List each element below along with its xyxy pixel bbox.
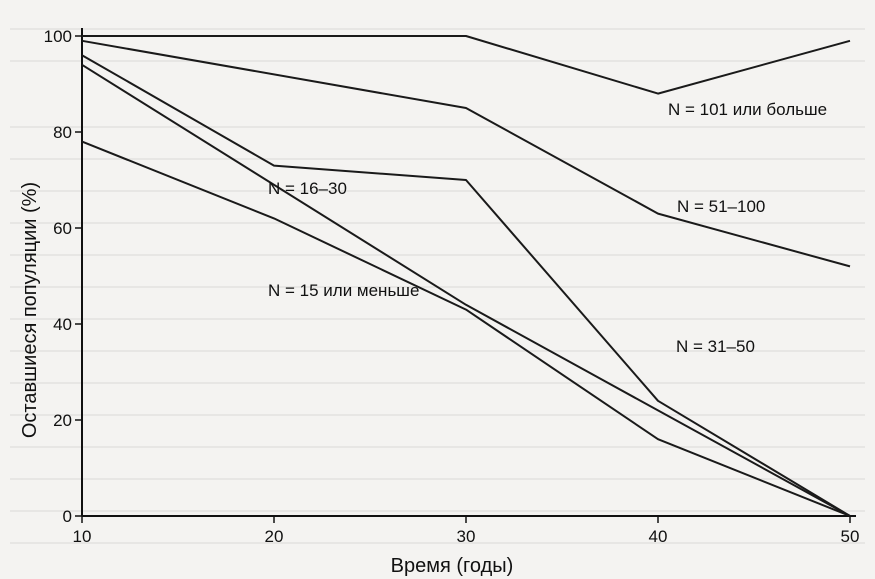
chart-axes [81, 28, 856, 517]
series-label-n101: N = 101 или больше [668, 100, 827, 119]
series-line-n15-or-less [81, 140, 851, 517]
series-line-n16-30 [81, 54, 851, 517]
series-lines [81, 35, 851, 517]
y-tick-label: 100 [44, 27, 72, 46]
series-label-n15-or-less: N = 15 или меньше [268, 281, 419, 300]
y-tick-label: 0 [63, 507, 72, 526]
x-tick-label: 50 [841, 527, 860, 546]
x-axis-title: Время (годы) [391, 555, 514, 577]
x-tick-label: 20 [265, 527, 284, 546]
series-label-n16-30: N = 16–30 [268, 179, 347, 198]
series-label-n31-50: N = 31–50 [676, 337, 755, 356]
y-tick-label: 80 [53, 123, 72, 142]
series-line-n31-50 [81, 63, 851, 517]
x-tick-label: 40 [649, 527, 668, 546]
y-tick-label: 20 [53, 411, 72, 430]
axis-ticks [75, 35, 851, 523]
y-tick-label: 60 [53, 219, 72, 238]
x-tick-label: 30 [457, 527, 476, 546]
series-line-n101 [82, 35, 851, 95]
series-label-n51-100: N = 51–100 [677, 197, 765, 216]
tick-labels: 10 20 30 40 50 0 20 40 60 80 100 [44, 27, 860, 546]
series-line-n51-100 [81, 39, 851, 268]
y-tick-label: 40 [53, 315, 72, 334]
x-tick-label: 10 [73, 527, 92, 546]
y-axis-title: Оставшиеся популяции (%) [19, 182, 41, 438]
